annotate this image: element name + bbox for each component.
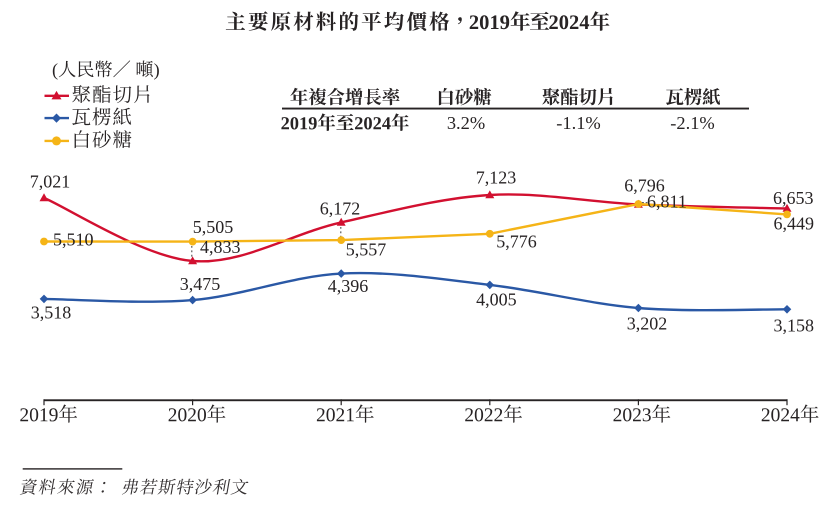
svg-text:3,158: 3,158 xyxy=(774,315,815,335)
svg-text:7,123: 7,123 xyxy=(476,168,517,188)
svg-text:5,510: 5,510 xyxy=(53,229,94,249)
svg-text:6,811: 6,811 xyxy=(647,192,687,212)
svg-text:3,475: 3,475 xyxy=(180,274,221,294)
svg-text:4,005: 4,005 xyxy=(476,290,517,310)
svg-text:3,518: 3,518 xyxy=(31,302,72,322)
svg-text:-1.1%: -1.1% xyxy=(556,113,600,133)
svg-text:5,557: 5,557 xyxy=(346,240,387,260)
svg-text:6,172: 6,172 xyxy=(320,199,361,219)
svg-text:5,776: 5,776 xyxy=(496,232,537,252)
svg-text:6,796: 6,796 xyxy=(624,176,665,196)
svg-text:6,449: 6,449 xyxy=(774,213,815,233)
svg-text:3.2%: 3.2% xyxy=(447,113,485,133)
svg-text:5,505: 5,505 xyxy=(193,217,234,237)
svg-text:7,021: 7,021 xyxy=(30,171,71,191)
svg-text:4,833: 4,833 xyxy=(200,237,241,257)
svg-text:6,653: 6,653 xyxy=(773,188,814,208)
svg-text:3,202: 3,202 xyxy=(627,314,668,334)
svg-text:4,396: 4,396 xyxy=(328,276,369,296)
svg-text:-2.1%: -2.1% xyxy=(670,113,714,133)
